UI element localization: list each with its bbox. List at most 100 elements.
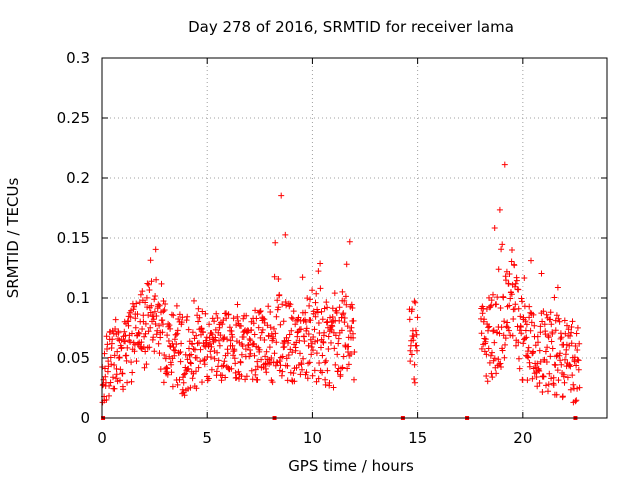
data-point [155, 301, 162, 308]
data-point [283, 355, 290, 362]
data-point [209, 331, 216, 338]
data-point [409, 306, 416, 313]
x-tick-label: 10 [303, 429, 322, 447]
data-point [313, 290, 320, 297]
y-tick-label: 0.3 [66, 49, 90, 67]
data-point [312, 299, 319, 306]
data-point [568, 324, 575, 330]
data-point [115, 355, 122, 361]
data-point [113, 375, 119, 382]
data-point [263, 348, 270, 355]
data-point [111, 352, 118, 359]
data-point [134, 311, 141, 318]
data-point [168, 369, 175, 376]
data-point [340, 310, 347, 317]
data-point [104, 368, 111, 375]
data-point [561, 379, 568, 386]
data-point [538, 270, 545, 277]
data-point [323, 357, 329, 364]
data-point [263, 369, 270, 376]
data-point [536, 368, 543, 374]
data-point [478, 330, 485, 337]
data-point [334, 351, 341, 358]
data-point [175, 316, 182, 322]
y-tick-label: 0.2 [66, 169, 90, 187]
x-axis-label: GPS time / hours [288, 457, 414, 475]
data-point [333, 309, 340, 316]
data-point [182, 351, 189, 358]
x-tick-label: 15 [408, 429, 427, 447]
data-point [240, 315, 247, 322]
data-point [187, 359, 194, 366]
data-point [407, 347, 414, 354]
data-point [208, 343, 215, 350]
data-point [337, 371, 344, 378]
data-point [559, 393, 566, 400]
data-point [545, 381, 552, 388]
data-point [501, 161, 508, 168]
data-point [520, 340, 527, 347]
data-point [258, 356, 265, 363]
data-point [181, 371, 188, 378]
data-point [133, 358, 140, 365]
data-point [271, 350, 278, 357]
data-point [193, 354, 200, 361]
data-point [484, 378, 491, 385]
data-point [311, 367, 318, 374]
data-point [228, 365, 235, 372]
data-point [558, 334, 565, 341]
data-point [555, 377, 562, 384]
data-point [183, 317, 190, 324]
data-point [151, 296, 158, 303]
data-point [251, 352, 258, 359]
data-point [165, 338, 172, 344]
data-point [315, 375, 322, 382]
data-point [576, 384, 583, 391]
data-point [569, 318, 576, 325]
y-tick-label: 0 [80, 409, 90, 427]
data-point [156, 322, 163, 329]
data-point [104, 341, 111, 348]
data-point [258, 329, 265, 336]
data-point [174, 330, 181, 337]
data-point [221, 358, 228, 365]
data-point [216, 337, 222, 344]
data-point [242, 376, 249, 383]
data-point [407, 358, 414, 365]
data-point [129, 330, 135, 337]
data-point [481, 316, 488, 323]
data-point [537, 323, 544, 330]
data-point [180, 379, 187, 386]
data-point [115, 329, 122, 336]
data-point [546, 370, 553, 377]
data-point [153, 276, 160, 283]
data-point [575, 357, 582, 364]
data-point [568, 329, 575, 336]
data-point [491, 225, 498, 231]
data-point [306, 359, 313, 366]
data-point [155, 340, 162, 347]
data-point [548, 375, 555, 382]
data-point [502, 341, 508, 348]
data-point [288, 314, 295, 321]
data-point [408, 351, 415, 358]
data-point [123, 352, 130, 359]
data-point [174, 327, 181, 334]
data-point [267, 309, 274, 315]
y-tick-label: 0.25 [57, 109, 90, 127]
data-point [227, 337, 234, 344]
data-point [269, 379, 276, 386]
data-point [551, 294, 558, 301]
data-point [507, 295, 514, 302]
data-point [547, 316, 554, 323]
data-point [154, 327, 161, 334]
data-point [502, 335, 509, 342]
data-point [164, 371, 171, 378]
data-point [136, 330, 143, 337]
data-point [127, 339, 134, 345]
data-point [305, 331, 312, 337]
data-point [481, 335, 488, 342]
data-point [414, 314, 421, 321]
data-point [292, 344, 299, 351]
data-point [494, 294, 501, 301]
